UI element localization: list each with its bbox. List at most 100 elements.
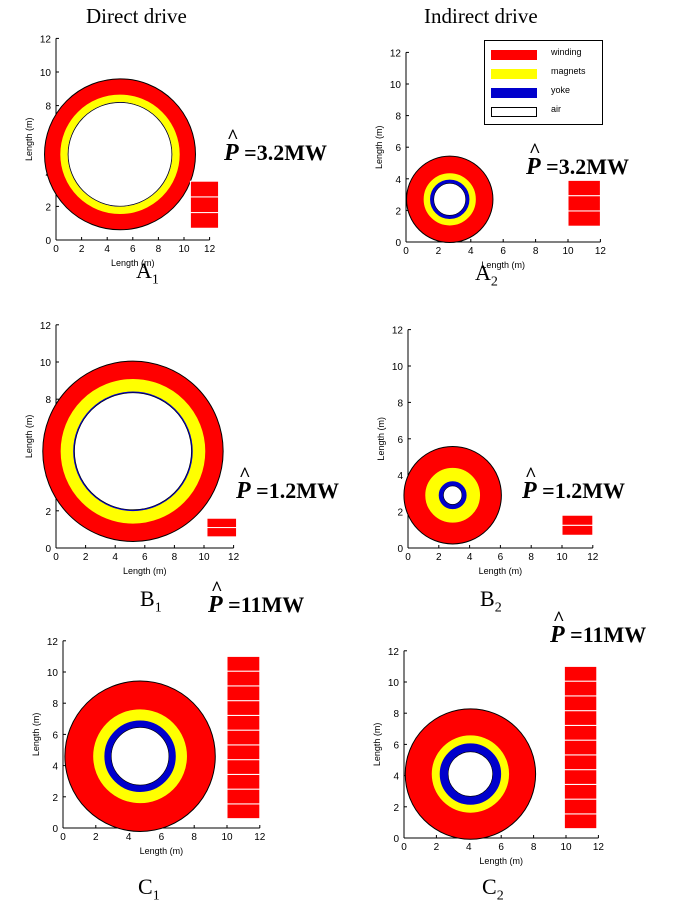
y-tick-label: 0: [45, 236, 51, 247]
y-axis-label: Length (m): [374, 125, 384, 169]
y-tick-label: 4: [52, 762, 58, 773]
winding-stack-cell: [189, 196, 220, 214]
x-tick-label: 0: [401, 842, 407, 853]
y-tick-label: 8: [393, 709, 399, 720]
y-tick-label: 8: [395, 112, 401, 123]
x-tick-label: 10: [556, 552, 568, 563]
winding-stack-cell: [226, 655, 261, 672]
x-tick-label: 0: [53, 552, 59, 563]
x-tick-label: 8: [533, 246, 539, 257]
y-tick-label: 6: [395, 143, 401, 154]
winding-stack-cell: [226, 759, 261, 775]
x-tick-label: 6: [498, 842, 504, 853]
y-tick-label: 0: [52, 824, 58, 835]
panel-a2-plot: 00 2 2 4 4 6 6 8 8 10 10 12 12 Length (m) Length (m): [374, 48, 607, 270]
legend-label-winding: winding: [551, 47, 582, 57]
winding-stack-cell: [206, 517, 238, 529]
y-tick-label: 12: [388, 647, 400, 658]
panel-b2-plot: 00 2 2 4 4 6 6 8 8 10 10 12 12 Length (m) Length (m): [376, 326, 599, 576]
x-tick-label: 2: [436, 246, 442, 257]
x-tick-label: 8: [172, 552, 178, 563]
y-tick-label: 12: [40, 34, 52, 45]
x-tick-label: 12: [595, 246, 607, 257]
x-tick-label: 8: [156, 244, 162, 255]
y-tick-label: 0: [45, 544, 51, 555]
x-tick-label: 4: [126, 832, 132, 843]
winding-stack-cell: [226, 788, 261, 805]
winding-stack-cell: [206, 527, 238, 538]
x-tick-label: 4: [466, 842, 472, 853]
y-tick-label: 10: [47, 668, 59, 679]
x-tick-label: 10: [560, 842, 572, 853]
power-label-b2: ^ P =1.2MW: [522, 464, 625, 504]
x-axis-label: Length (m): [479, 856, 523, 866]
winding-stack-cell: [567, 179, 601, 197]
panel-c1-plot: 00 2 2 4 4 6 6 8 8 10 10 12 12 Length (m) Length (m): [31, 637, 266, 856]
caption-b2: B2: [480, 586, 502, 616]
x-axis-label: Length (m): [111, 258, 155, 268]
panel-b2: 0 0 2 2 4 4 6 6 8 8 10 10 12 12 Length (m) Length (m): [345, 318, 694, 586]
air-core: [74, 392, 192, 511]
y-tick-label: 4: [393, 772, 399, 783]
y-tick-label: 8: [45, 102, 51, 113]
y-axis-label: Length (m): [24, 117, 34, 161]
air-core: [67, 102, 173, 207]
x-tick-label: 8: [191, 832, 197, 843]
x-tick-label: 10: [221, 832, 233, 843]
winding-stack-cell: [563, 710, 598, 726]
x-tick-label: 2: [93, 832, 99, 843]
winding-stack-cell: [226, 700, 261, 716]
y-tick-label: 0: [397, 544, 403, 555]
winding-stack-cell: [563, 754, 598, 771]
y-tick-label: 12: [40, 321, 52, 332]
y-tick-label: 0: [395, 238, 401, 249]
y-tick-label: 12: [392, 326, 404, 337]
caption-a1: A1: [136, 258, 159, 288]
caption-a2: A2: [475, 260, 498, 290]
winding-stack-cell: [226, 803, 261, 820]
caption-c1: C1: [138, 874, 160, 904]
x-tick-label: 0: [53, 244, 59, 255]
x-tick-label: 12: [587, 552, 599, 563]
x-tick-label: 4: [468, 246, 474, 257]
winding-stack-cell: [189, 212, 220, 229]
x-tick-label: 12: [593, 842, 605, 853]
legend: winding magnets yoke air: [484, 40, 603, 125]
y-tick-label: 2: [45, 507, 51, 518]
x-axis-label: Length (m): [140, 846, 184, 856]
y-tick-label: 4: [397, 471, 403, 482]
winding-stack-cell: [226, 729, 261, 746]
y-tick-label: 12: [47, 637, 59, 648]
winding-stack-cell: [563, 769, 598, 785]
y-tick-label: 8: [397, 398, 403, 409]
y-tick-label: 2: [45, 202, 51, 213]
y-tick-label: 4: [395, 175, 401, 186]
y-tick-label: 12: [390, 48, 402, 59]
x-tick-label: 6: [500, 246, 506, 257]
winding-stack-cell: [226, 670, 261, 687]
air-core: [443, 485, 463, 505]
x-tick-label: 6: [498, 552, 504, 563]
y-tick-label: 2: [395, 206, 401, 217]
caption-b1: B1: [140, 586, 162, 616]
x-tick-label: 12: [254, 832, 266, 843]
x-tick-label: 0: [405, 552, 411, 563]
y-tick-label: 8: [45, 395, 51, 406]
winding-stack-cell: [567, 210, 601, 227]
winding-stack-cell: [563, 813, 598, 830]
power-label-c2: ^ P =11MW: [550, 608, 647, 648]
x-tick-label: 8: [528, 552, 534, 563]
y-tick-label: 6: [52, 730, 58, 741]
y-tick-label: 10: [390, 80, 402, 91]
x-tick-label: 4: [112, 552, 118, 563]
power-label-c1: ^ P =11MW: [208, 578, 305, 618]
winding-stack-cell: [189, 180, 220, 198]
x-tick-label: 10: [562, 246, 574, 257]
panel-a2: 0 0 2 2 4 4 6 6 8 8 10 10 12 12 Length (m) Length (m): [345, 28, 694, 290]
winding-stack-cell: [226, 685, 261, 702]
x-tick-label: 4: [104, 244, 110, 255]
x-axis-label: Length (m): [479, 566, 523, 576]
winding-stack-cell: [561, 524, 594, 536]
